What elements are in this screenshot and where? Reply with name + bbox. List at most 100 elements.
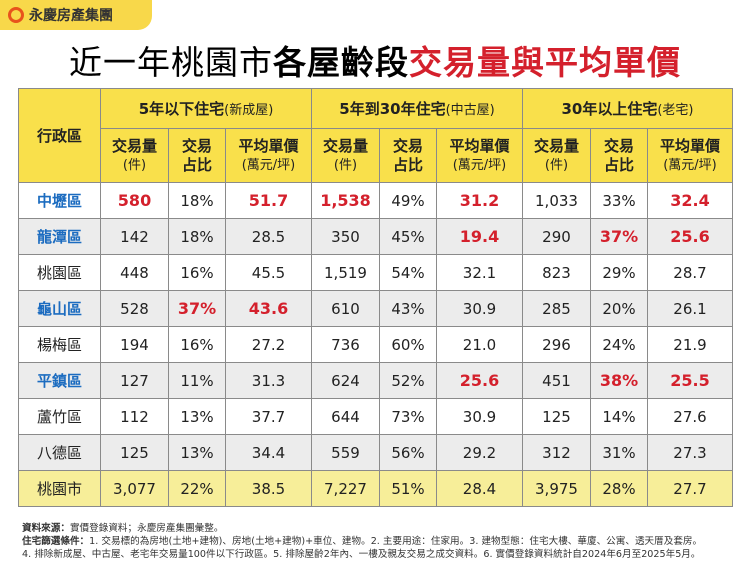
subheader-line: 交易 bbox=[181, 136, 212, 155]
value-cell: 43% bbox=[379, 290, 437, 327]
subheader: 交易量 (件) bbox=[100, 128, 169, 183]
value-cell: 31.3 bbox=[225, 362, 312, 399]
value-cell: 18% bbox=[168, 182, 226, 219]
value-cell: 125 bbox=[522, 398, 591, 435]
district-cell: 楊梅區 bbox=[18, 326, 101, 363]
value-cell: 7,227 bbox=[311, 470, 380, 507]
subheader-line: (萬元/坪) bbox=[241, 157, 296, 173]
subheader-line: (萬元/坪) bbox=[663, 157, 717, 173]
value-cell: 27.2 bbox=[225, 326, 312, 363]
subheader-line: 占比 bbox=[603, 155, 634, 174]
value-cell: 31% bbox=[590, 434, 648, 471]
value-cell: 736 bbox=[311, 326, 380, 363]
value-cell: 54% bbox=[379, 254, 437, 291]
value-cell: 32.4 bbox=[647, 182, 733, 219]
value-cell: 38% bbox=[590, 362, 648, 399]
table: 行政區 5年以下住宅(新成屋) 5年到30年住宅(中古屋) 30年以上住宅(老宅) 交易… bbox=[18, 88, 733, 507]
note-label: 資料來源： bbox=[22, 523, 70, 534]
table-row: 中壢區 580 18% 51.7 1,538 49% 31.2 1,033 33% 32.4 bbox=[18, 182, 733, 219]
subheader-line: 交易 bbox=[603, 136, 634, 155]
value-cell: 194 bbox=[100, 326, 169, 363]
value-cell: 37.7 bbox=[225, 398, 312, 435]
value-cell: 30.9 bbox=[436, 398, 523, 435]
subheader: 交易 占比 bbox=[379, 128, 437, 183]
table-row: 平鎮區 127 11% 31.3 624 52% 25.6 451 38% 25.5 bbox=[18, 362, 733, 399]
value-cell: 28.5 bbox=[225, 218, 312, 255]
value-cell: 28.7 bbox=[647, 254, 733, 291]
value-cell: 21.9 bbox=[647, 326, 733, 363]
value-cell: 16% bbox=[168, 326, 226, 363]
value-cell: 30.9 bbox=[436, 290, 523, 327]
subheader-line: (件) bbox=[333, 157, 358, 173]
subheader-line: (件) bbox=[122, 157, 147, 173]
table-head: 行政區 5年以下住宅(新成屋) 5年到30年住宅(中古屋) 30年以上住宅(老宅) 交易… bbox=[18, 88, 733, 183]
group-main: 5年以下住宅 bbox=[138, 100, 225, 118]
value-cell: 644 bbox=[311, 398, 380, 435]
value-cell: 13% bbox=[168, 434, 226, 471]
group-main: 30年以上住宅 bbox=[561, 100, 658, 118]
notes: 資料來源：實價登錄資料；永慶房產集團彙整。 住宅篩選條件：1. 交易標的為房地(土… bbox=[22, 522, 702, 561]
value-cell: 112 bbox=[100, 398, 169, 435]
subheader: 平均單價 (萬元/坪) bbox=[647, 128, 733, 183]
value-cell: 33% bbox=[590, 182, 648, 219]
value-cell: 312 bbox=[522, 434, 591, 471]
value-cell: 16% bbox=[168, 254, 226, 291]
value-cell: 580 bbox=[100, 182, 169, 219]
value-cell: 610 bbox=[311, 290, 380, 327]
value-cell: 49% bbox=[379, 182, 437, 219]
group-main: 5年到30年住宅 bbox=[339, 100, 446, 118]
district-cell: 八德區 bbox=[18, 434, 101, 471]
title-bold: 各屋齡段 bbox=[273, 43, 409, 82]
value-cell: 45% bbox=[379, 218, 437, 255]
value-cell: 1,519 bbox=[311, 254, 380, 291]
group-row: 行政區 5年以下住宅(新成屋) 5年到30年住宅(中古屋) 30年以上住宅(老宅) bbox=[18, 88, 733, 183]
value-cell: 25.6 bbox=[436, 362, 523, 399]
subheader-line: (萬元/坪) bbox=[452, 157, 507, 173]
table-row: 楊梅區 194 16% 27.2 736 60% 21.0 296 24% 21.9 bbox=[18, 326, 733, 363]
title-red: 交易量與平均單價 bbox=[409, 43, 681, 82]
group-note: (老宅) bbox=[657, 103, 694, 118]
value-cell: 31.2 bbox=[436, 182, 523, 219]
value-cell: 624 bbox=[311, 362, 380, 399]
value-cell: 3,975 bbox=[522, 470, 591, 507]
table-row: 桃園區 448 16% 45.5 1,519 54% 32.1 823 29% 28.7 bbox=[18, 254, 733, 291]
value-cell: 11% bbox=[168, 362, 226, 399]
note-line: 4. 排除新成屋、中古屋、老宅年交易量100件以下行政區。5. 排除屋齡2年內、… bbox=[22, 548, 702, 561]
district-cell: 龜山區 bbox=[18, 290, 101, 327]
subheader-line: 交易 bbox=[392, 136, 423, 155]
title: 近一年桃園市各屋齡段交易量與平均單價 bbox=[0, 36, 750, 84]
district-cell: 龍潭區 bbox=[18, 218, 101, 255]
value-cell: 1,538 bbox=[311, 182, 380, 219]
value-cell: 127 bbox=[100, 362, 169, 399]
value-cell: 43.6 bbox=[225, 290, 312, 327]
value-cell: 528 bbox=[100, 290, 169, 327]
value-cell: 32.1 bbox=[436, 254, 523, 291]
subheader: 交易 占比 bbox=[168, 128, 226, 183]
value-cell: 18% bbox=[168, 218, 226, 255]
group-note: (中古屋) bbox=[445, 103, 495, 118]
value-cell: 25.6 bbox=[647, 218, 733, 255]
value-cell: 38.5 bbox=[225, 470, 312, 507]
value-cell: 448 bbox=[100, 254, 169, 291]
subheader-line: 平均單價 bbox=[449, 136, 510, 155]
value-cell: 25.5 bbox=[647, 362, 733, 399]
value-cell: 296 bbox=[522, 326, 591, 363]
subheader-row: 交易量 (件) 交易 占比 平均單價 (萬元/坪) 交易量 (件) 交易 占比 平均單價 (萬元/坪)… bbox=[19, 128, 733, 183]
note-text: 4. 排除新成屋、中古屋、老宅年交易量100件以下行政區。5. 排除屋齡2年內、… bbox=[22, 549, 701, 560]
value-cell: 73% bbox=[379, 398, 437, 435]
table-row: 八德區 125 13% 34.4 559 56% 29.2 312 31% 27.3 bbox=[18, 434, 733, 471]
value-cell: 350 bbox=[311, 218, 380, 255]
group-header: 5年到30年住宅(中古屋) bbox=[311, 88, 523, 129]
value-cell: 823 bbox=[522, 254, 591, 291]
value-cell: 52% bbox=[379, 362, 437, 399]
subheader-line: (件) bbox=[544, 157, 569, 173]
value-cell: 28.4 bbox=[436, 470, 523, 507]
subheader: 交易量 (件) bbox=[522, 128, 591, 183]
note-text: 1. 交易標的為房地(土地+建物)、房地(土地+建物)+車位、建物。2. 主要用… bbox=[89, 536, 703, 547]
value-cell: 27.6 bbox=[647, 398, 733, 435]
value-cell: 37% bbox=[590, 218, 648, 255]
value-cell: 34.4 bbox=[225, 434, 312, 471]
subheader: 交易量 (件) bbox=[311, 128, 380, 183]
subheader: 平均單價 (萬元/坪) bbox=[436, 128, 523, 183]
